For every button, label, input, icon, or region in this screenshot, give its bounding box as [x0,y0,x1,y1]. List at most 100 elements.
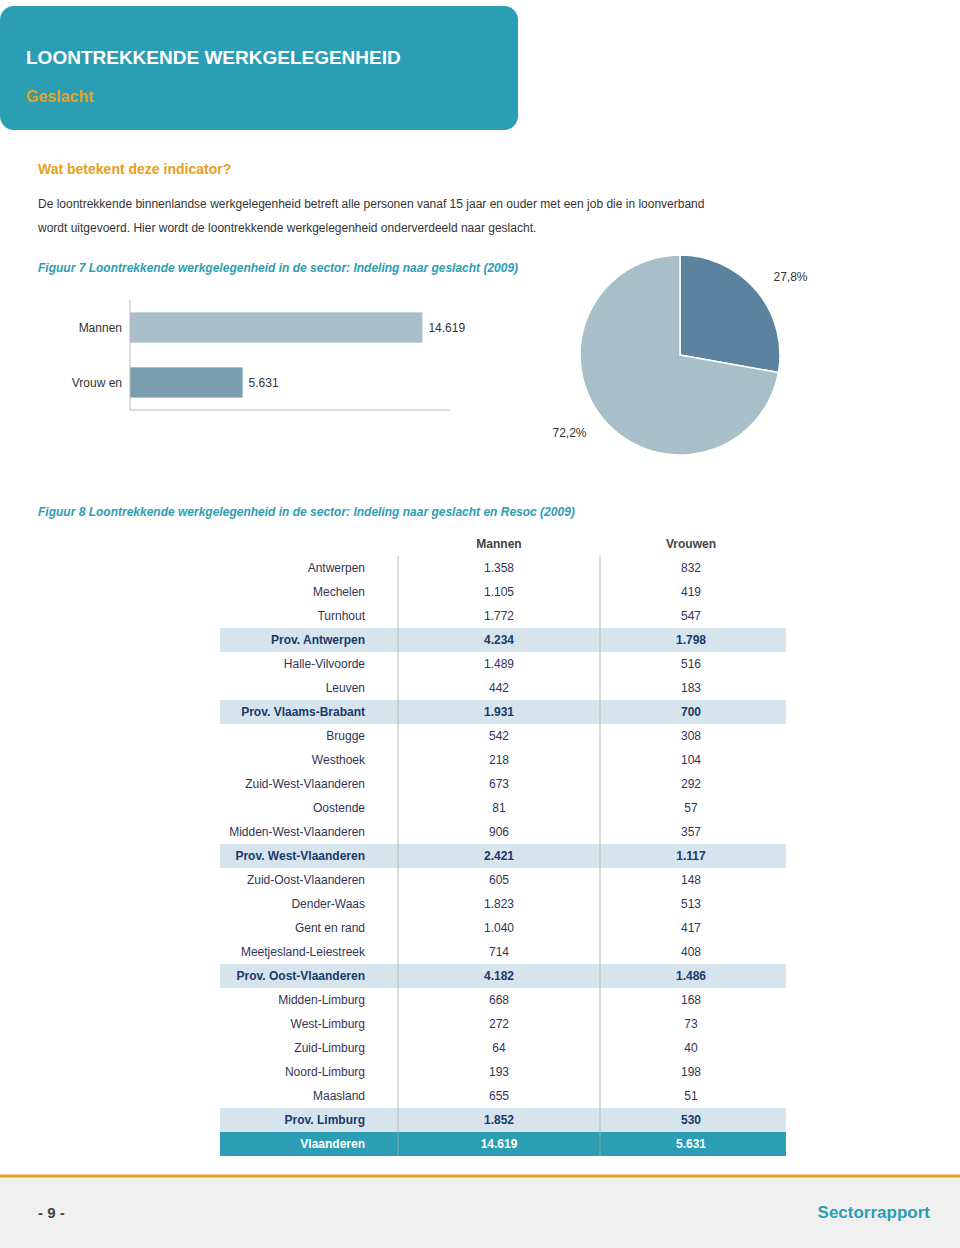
table-cell: 104 [681,753,701,767]
column-header: Mannen [476,537,521,551]
row-label: Meetjesland-Leiestreek [241,945,366,959]
bar-marks [130,312,422,397]
table-cell: 1.486 [676,969,706,983]
table-cell: 673 [489,777,509,791]
row-label: Westhoek [312,753,366,767]
table-cell: 547 [681,609,701,623]
table-cell: 73 [684,1017,698,1031]
column-rule [398,556,399,1156]
row-label: Prov. West-Vlaanderen [235,849,365,863]
row-background [220,844,786,868]
footer-rule [0,1175,960,1178]
table-cell: 655 [489,1089,509,1103]
y-axis-line [130,300,131,410]
row-label: Zuid-West-Vlaanderen [245,777,365,791]
row-label: Halle-Vilvoorde [284,657,365,671]
table-cell: 14.619 [481,1137,518,1151]
row-label: Maasland [313,1089,365,1103]
chart-title: Figuur 7 Loontrekkende werkgelegenheid i… [38,261,518,275]
table-cell: 40 [684,1041,698,1055]
row-label: Prov. Antwerpen [271,633,365,647]
row-label: Turnhout [317,609,365,623]
pie [580,255,780,455]
table-cell: 148 [681,873,701,887]
row-label: Oostende [313,801,365,815]
table-cell: 516 [681,657,701,671]
table-cell: 4.234 [484,633,514,647]
row-label: Leuven [326,681,365,695]
table-cell: 408 [681,945,701,959]
row-background [220,1108,786,1132]
page-svg: LOONTREKKENDE WERKGELEGENHEIDGeslachtWat… [0,0,960,1248]
table-cell: 832 [681,561,701,575]
row-label: Noord-Limburg [285,1065,365,1079]
row-label: Midden-West-Vlaanderen [229,825,365,839]
row-label: Zuid-Oost-Vlaanderen [247,873,365,887]
data-label: 27,8% [774,270,808,284]
table-cell: 417 [681,921,701,935]
header-box [0,6,518,130]
table-cell: 198 [681,1065,701,1079]
row-label: Gent en rand [295,921,365,935]
body-text: De loontrekkende binnenlandse werkgelege… [38,197,704,211]
row-label: Vlaanderen [300,1137,365,1151]
row-label: Dender-Waas [291,897,365,911]
category-label: Mannen [79,321,122,335]
table-cell: 605 [489,873,509,887]
table-cell: 193 [489,1065,509,1079]
table-cell: 1.798 [676,633,706,647]
page: LOONTREKKENDE WERKGELEGENHEIDGeslachtWat… [0,0,960,1248]
table-cell: 5.631 [676,1137,706,1151]
column-rule [600,556,601,1156]
table-cell: 419 [681,585,701,599]
row-background [220,628,786,652]
pie-slice [680,255,780,373]
category-label: Vrouw en [72,376,122,390]
footer [0,1176,960,1248]
table-cell: 1.772 [484,609,514,623]
table-cell: 1.040 [484,921,514,935]
table-cell: 1.358 [484,561,514,575]
subtitle: Geslacht [26,88,94,105]
row-background [220,964,786,988]
table-cell: 1.117 [676,849,706,863]
row-label: Zuid-Limburg [294,1041,365,1055]
table-cell: 1.852 [484,1113,514,1127]
table-cell: 1.931 [484,705,514,719]
table-cell: 57 [684,801,698,815]
row-label: Midden-Limburg [278,993,365,1007]
bar [130,312,422,342]
row-label: Antwerpen [308,561,365,575]
footer-page: - 9 - [38,1204,65,1221]
table-cell: 81 [492,801,506,815]
table-cell: 714 [489,945,509,959]
column-header: Vrouwen [666,537,716,551]
row-label: Mechelen [313,585,365,599]
table-title: Figuur 8 Loontrekkende werkgelegenheid i… [38,505,575,519]
table-cell: 357 [681,825,701,839]
table-cell: 292 [681,777,701,791]
background [0,0,960,1248]
footer-text: Sectorrapport [818,1203,931,1222]
table-cell: 272 [489,1017,509,1031]
table-cell: 183 [681,681,701,695]
row-label: Prov. Oost-Vlaanderen [237,969,365,983]
table-cell: 513 [681,897,701,911]
row-background [220,1132,786,1156]
table-cell: 668 [489,993,509,1007]
title: LOONTREKKENDE WERKGELEGENHEID [26,47,401,68]
row-label: Prov. Vlaams-Brabant [241,705,365,719]
bar [130,367,243,397]
table-cell: 442 [489,681,509,695]
table-cell: 4.182 [484,969,514,983]
table-cell: 700 [681,705,701,719]
table-cell: 218 [489,753,509,767]
table-cell: 2.421 [484,849,514,863]
table-cell: 906 [489,825,509,839]
row-label: West-Limburg [291,1017,365,1031]
bar-labels: Mannen14.619Vrouw en5.631 [72,321,466,390]
data-label: 14.619 [428,321,465,335]
row-background [220,700,786,724]
pie-labels: 27,8% 72,2% [552,270,807,441]
data-label: 72,2% [552,426,586,440]
